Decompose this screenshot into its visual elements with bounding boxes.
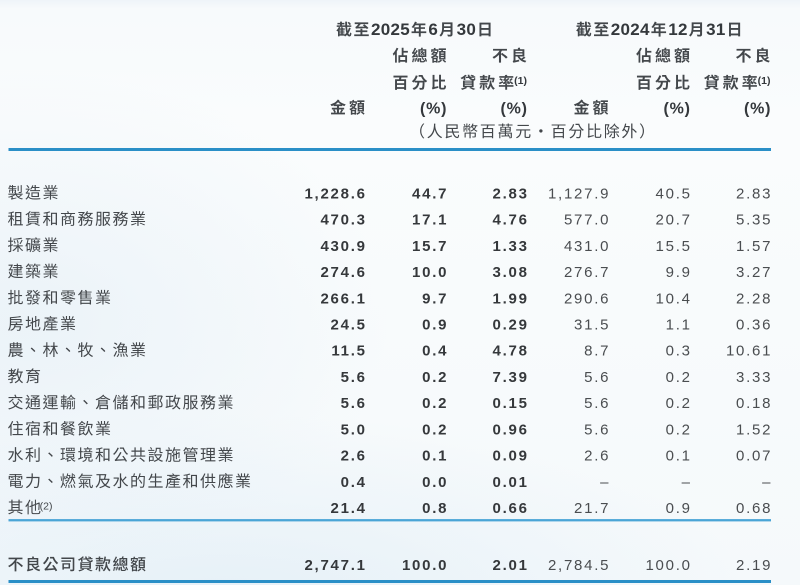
svg-text:9.7: 9.7 bbox=[422, 290, 448, 307]
svg-text:21.7: 21.7 bbox=[574, 500, 610, 517]
svg-text:0.2: 0.2 bbox=[422, 395, 448, 412]
svg-text:2.83: 2.83 bbox=[493, 185, 529, 202]
svg-text:0.15: 0.15 bbox=[493, 395, 529, 412]
svg-text:577.0: 577.0 bbox=[564, 212, 610, 229]
svg-text:15.7: 15.7 bbox=[412, 238, 448, 255]
svg-text:10.61: 10.61 bbox=[726, 343, 772, 360]
svg-text:0.9: 0.9 bbox=[422, 317, 448, 334]
svg-text:7.39: 7.39 bbox=[493, 369, 529, 386]
svg-text:2025: 2025 bbox=[371, 20, 410, 39]
svg-text:0.2: 0.2 bbox=[422, 369, 448, 386]
svg-text:0.0: 0.0 bbox=[422, 474, 448, 491]
svg-text:–: – bbox=[682, 474, 692, 491]
svg-text:0.18: 0.18 bbox=[736, 395, 772, 412]
svg-text:0.66: 0.66 bbox=[493, 500, 529, 517]
svg-text:1.52: 1.52 bbox=[736, 421, 772, 438]
svg-text:2.19: 2.19 bbox=[736, 557, 772, 574]
svg-text:31.5: 31.5 bbox=[574, 317, 610, 334]
svg-text:0.68: 0.68 bbox=[736, 500, 772, 517]
svg-text:1.1: 1.1 bbox=[666, 317, 692, 334]
svg-text:2,747.1: 2,747.1 bbox=[304, 557, 366, 574]
svg-text:11.5: 11.5 bbox=[331, 343, 366, 360]
svg-text:4.78: 4.78 bbox=[493, 343, 529, 360]
svg-text:(%): (%) bbox=[420, 100, 447, 117]
svg-text:(2): (2) bbox=[40, 501, 53, 513]
svg-text:31: 31 bbox=[706, 20, 726, 39]
svg-text:20.7: 20.7 bbox=[656, 212, 692, 229]
svg-text:5.0: 5.0 bbox=[341, 421, 367, 438]
svg-text:5.6: 5.6 bbox=[584, 395, 610, 412]
svg-text:0.2: 0.2 bbox=[422, 421, 448, 438]
svg-text:15.5: 15.5 bbox=[656, 238, 692, 255]
svg-text:10.4: 10.4 bbox=[656, 290, 692, 307]
svg-text:100.0: 100.0 bbox=[402, 557, 448, 574]
svg-text:12: 12 bbox=[668, 20, 688, 39]
svg-text:0.29: 0.29 bbox=[493, 317, 529, 334]
svg-text:9.9: 9.9 bbox=[666, 264, 692, 281]
svg-text:0.4: 0.4 bbox=[341, 474, 367, 491]
svg-text:0.01: 0.01 bbox=[493, 474, 529, 491]
svg-text:2024: 2024 bbox=[611, 20, 650, 39]
svg-text:2.6: 2.6 bbox=[584, 448, 610, 465]
svg-text:6: 6 bbox=[428, 20, 438, 39]
svg-text:2.01: 2.01 bbox=[493, 557, 529, 574]
svg-text:470.3: 470.3 bbox=[320, 212, 366, 229]
svg-text:(1): (1) bbox=[514, 75, 527, 87]
svg-text:5.6: 5.6 bbox=[341, 369, 367, 386]
svg-text:1,127.9: 1,127.9 bbox=[548, 185, 610, 202]
svg-text:0.2: 0.2 bbox=[666, 369, 692, 386]
svg-text:0.1: 0.1 bbox=[422, 448, 448, 465]
svg-text:5.6: 5.6 bbox=[341, 395, 367, 412]
svg-text:3.33: 3.33 bbox=[736, 369, 772, 386]
svg-text:2.83: 2.83 bbox=[736, 185, 772, 202]
svg-text:274.6: 274.6 bbox=[320, 264, 366, 281]
svg-text:1.57: 1.57 bbox=[736, 238, 772, 255]
svg-text:0.96: 0.96 bbox=[493, 421, 529, 438]
svg-text:290.6: 290.6 bbox=[564, 290, 610, 307]
svg-text:40.5: 40.5 bbox=[656, 185, 692, 202]
svg-text:1,228.6: 1,228.6 bbox=[304, 185, 366, 202]
svg-text:0.2: 0.2 bbox=[666, 395, 692, 412]
svg-text:8.7: 8.7 bbox=[584, 343, 610, 360]
svg-text:0.09: 0.09 bbox=[493, 448, 529, 465]
svg-text:431.0: 431.0 bbox=[564, 238, 610, 255]
svg-text:266.1: 266.1 bbox=[320, 290, 366, 307]
svg-text:0.9: 0.9 bbox=[666, 500, 692, 517]
svg-text:(%): (%) bbox=[744, 100, 771, 117]
svg-text:0.2: 0.2 bbox=[666, 421, 692, 438]
svg-text:1.99: 1.99 bbox=[493, 290, 529, 307]
svg-text:2.6: 2.6 bbox=[341, 448, 367, 465]
svg-text:17.1: 17.1 bbox=[412, 212, 448, 229]
svg-text:4.76: 4.76 bbox=[493, 212, 529, 229]
svg-text:0.1: 0.1 bbox=[666, 448, 692, 465]
svg-text:5.6: 5.6 bbox=[584, 421, 610, 438]
svg-text:0.8: 0.8 bbox=[422, 500, 448, 517]
svg-text:2,784.5: 2,784.5 bbox=[548, 557, 610, 574]
svg-text:(1): (1) bbox=[758, 75, 771, 87]
svg-text:430.9: 430.9 bbox=[320, 238, 366, 255]
svg-text:2.28: 2.28 bbox=[736, 290, 772, 307]
svg-text:44.7: 44.7 bbox=[412, 185, 448, 202]
svg-text:100.0: 100.0 bbox=[645, 557, 691, 574]
svg-text:5.6: 5.6 bbox=[584, 369, 610, 386]
svg-text:276.7: 276.7 bbox=[564, 264, 610, 281]
svg-text:0.36: 0.36 bbox=[736, 317, 772, 334]
svg-text:3.27: 3.27 bbox=[736, 264, 772, 281]
svg-text:1.33: 1.33 bbox=[493, 238, 529, 255]
svg-text:0.3: 0.3 bbox=[666, 343, 692, 360]
svg-text:10.0: 10.0 bbox=[412, 264, 448, 281]
svg-text:5.35: 5.35 bbox=[736, 212, 772, 229]
svg-text:(%): (%) bbox=[501, 100, 528, 117]
svg-text:0.07: 0.07 bbox=[736, 448, 772, 465]
svg-text:–: – bbox=[600, 474, 610, 491]
svg-text:30: 30 bbox=[457, 20, 477, 39]
svg-text:–: – bbox=[762, 474, 772, 491]
svg-text:(%): (%) bbox=[664, 100, 691, 117]
svg-text:21.4: 21.4 bbox=[331, 500, 367, 517]
svg-text:0.4: 0.4 bbox=[422, 343, 448, 360]
svg-text:24.5: 24.5 bbox=[331, 317, 367, 334]
svg-text:3.08: 3.08 bbox=[493, 264, 529, 281]
